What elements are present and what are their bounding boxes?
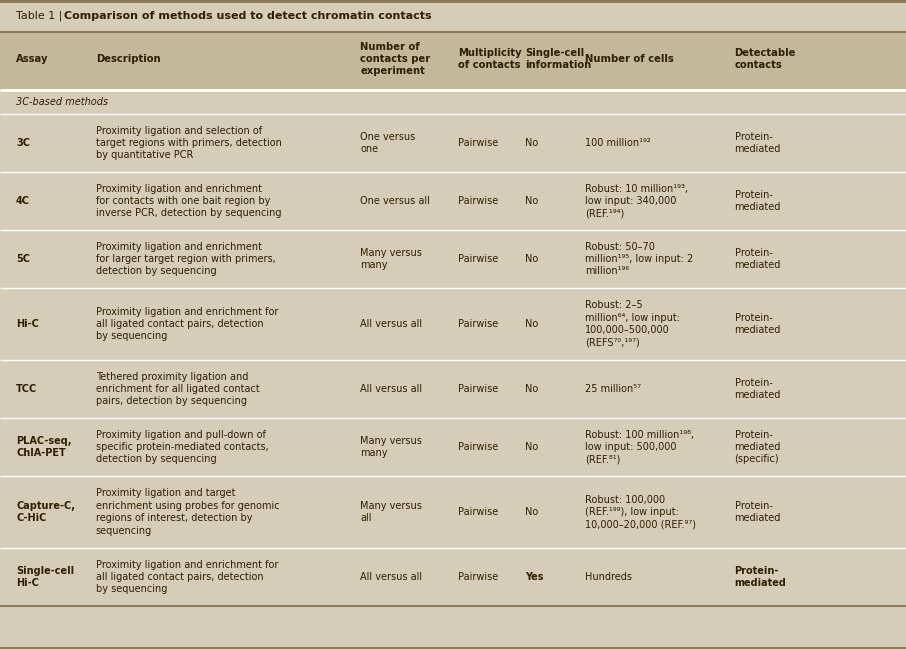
Text: Capture-C,
C-HiC: Capture-C, C-HiC: [16, 501, 75, 523]
Text: Pairwise: Pairwise: [458, 138, 498, 148]
Bar: [0, 646, 906, 649]
Text: Many versus
all: Many versus all: [361, 501, 422, 523]
Text: Single-cell
Hi-C: Single-cell Hi-C: [16, 566, 74, 588]
Text: Pairwise: Pairwise: [458, 572, 498, 582]
Text: Pairwise: Pairwise: [458, 507, 498, 517]
Text: Protein-
mediated: Protein- mediated: [735, 190, 781, 212]
Text: 5C: 5C: [16, 254, 30, 264]
Text: Single-cell
information: Single-cell information: [525, 48, 592, 70]
Text: All versus all: All versus all: [361, 384, 422, 394]
Text: Robust: 2–5
million⁶⁴, low input:
100,000–500,000
(REFS⁷⁰,¹⁹⁷): Robust: 2–5 million⁶⁴, low input: 100,00…: [585, 300, 680, 348]
Text: Many versus
many: Many versus many: [361, 435, 422, 458]
Text: No: No: [525, 384, 538, 394]
Text: 100 million¹⁹²: 100 million¹⁹²: [585, 138, 651, 148]
Text: Robust: 100,000
(REF.¹⁹⁹), low input:
10,000–20,000 (REF.⁹⁷): Robust: 100,000 (REF.¹⁹⁹), low input: 10…: [585, 495, 696, 530]
Text: Table 1 |: Table 1 |: [16, 11, 66, 21]
Text: All versus all: All versus all: [361, 572, 422, 582]
Text: Number of cells: Number of cells: [585, 54, 674, 64]
Bar: [0, 32, 906, 90]
Text: No: No: [525, 442, 538, 452]
Text: 4C: 4C: [16, 196, 30, 206]
Text: Robust: 10 million¹⁹³,
low input: 340,000
(REF.¹⁹⁴): Robust: 10 million¹⁹³, low input: 340,00…: [585, 184, 689, 219]
Text: Proximity ligation and enrichment
for larger target region with primers,
detecti: Proximity ligation and enrichment for la…: [96, 241, 275, 276]
Text: Protein-
mediated: Protein- mediated: [735, 132, 781, 154]
Text: Pairwise: Pairwise: [458, 442, 498, 452]
Text: Robust: 100 million¹⁹⁸,
low input: 500,000
(REF.⁸¹): Robust: 100 million¹⁹⁸, low input: 500,0…: [585, 430, 694, 465]
Text: 25 million⁵⁷: 25 million⁵⁷: [585, 384, 641, 394]
Text: Yes: Yes: [525, 572, 544, 582]
Text: Protein-
mediated: Protein- mediated: [735, 501, 781, 523]
Text: Proximity ligation and enrichment for
all ligated contact pairs, detection
by se: Proximity ligation and enrichment for al…: [96, 559, 278, 594]
Text: Proximity ligation and enrichment for
all ligated contact pairs, detection
by se: Proximity ligation and enrichment for al…: [96, 306, 278, 341]
Text: 3C: 3C: [16, 138, 30, 148]
Text: One versus
one: One versus one: [361, 132, 416, 154]
Text: No: No: [525, 507, 538, 517]
Text: No: No: [525, 196, 538, 206]
Text: Protein-
mediated: Protein- mediated: [735, 313, 781, 335]
Text: No: No: [525, 254, 538, 264]
Text: Pairwise: Pairwise: [458, 196, 498, 206]
Text: No: No: [525, 319, 538, 329]
Text: PLAC-seq,
ChIA-PET: PLAC-seq, ChIA-PET: [16, 435, 72, 458]
Text: No: No: [525, 138, 538, 148]
Text: Number of
contacts per
experiment: Number of contacts per experiment: [361, 42, 430, 77]
Text: Many versus
many: Many versus many: [361, 248, 422, 270]
Text: Assay: Assay: [16, 54, 49, 64]
Text: Protein-
mediated: Protein- mediated: [735, 566, 786, 588]
Text: Detectable
contacts: Detectable contacts: [735, 48, 795, 70]
Text: Multiplicity
of contacts: Multiplicity of contacts: [458, 48, 522, 70]
Text: Protein-
mediated: Protein- mediated: [735, 248, 781, 270]
Text: Pairwise: Pairwise: [458, 254, 498, 264]
Bar: [0, 90, 906, 114]
Text: Protein-
mediated: Protein- mediated: [735, 378, 781, 400]
Text: Pairwise: Pairwise: [458, 319, 498, 329]
Text: Tethered proximity ligation and
enrichment for all ligated contact
pairs, detect: Tethered proximity ligation and enrichme…: [96, 372, 259, 406]
Text: One versus all: One versus all: [361, 196, 430, 206]
Text: Comparison of methods used to detect chromatin contacts: Comparison of methods used to detect chr…: [64, 11, 431, 21]
Text: Proximity ligation and target
enrichment using probes for genomic
regions of int: Proximity ligation and target enrichment…: [96, 489, 279, 535]
Text: Proximity ligation and selection of
target regions with primers, detection
by qu: Proximity ligation and selection of targ…: [96, 126, 282, 160]
Text: Hi-C: Hi-C: [16, 319, 39, 329]
Text: Hundreds: Hundreds: [585, 572, 632, 582]
Text: Pairwise: Pairwise: [458, 384, 498, 394]
Text: Description: Description: [96, 54, 160, 64]
Bar: [0, 0, 906, 3]
Text: 3C-based methods: 3C-based methods: [16, 97, 108, 107]
Text: Robust: 50–70
million¹⁹⁵, low input: 2
million¹⁹⁶: Robust: 50–70 million¹⁹⁵, low input: 2 m…: [585, 241, 693, 276]
Text: Proximity ligation and enrichment
for contacts with one bait region by
inverse P: Proximity ligation and enrichment for co…: [96, 184, 281, 219]
Text: Proximity ligation and pull-down of
specific protein-mediated contacts,
detectio: Proximity ligation and pull-down of spec…: [96, 430, 268, 465]
Text: All versus all: All versus all: [361, 319, 422, 329]
Text: Protein-
mediated
(specific): Protein- mediated (specific): [735, 430, 781, 465]
Text: TCC: TCC: [16, 384, 37, 394]
